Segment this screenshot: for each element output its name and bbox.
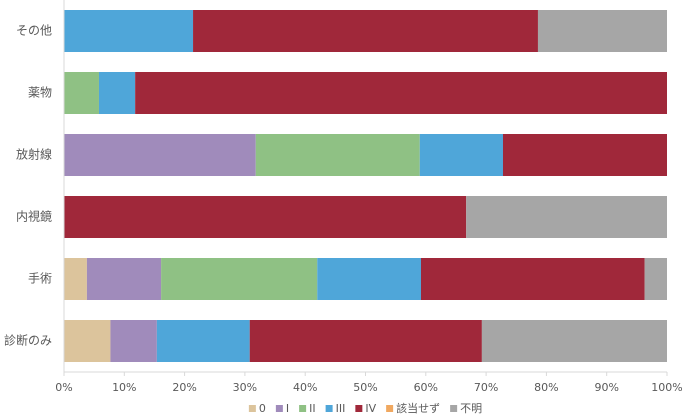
legend-swatch	[275, 405, 283, 412]
x-tick-label: 80%	[534, 381, 558, 394]
legend-label: 不明	[460, 402, 482, 415]
legend-swatch	[355, 405, 363, 412]
x-tick-label: 10%	[112, 381, 136, 394]
legend-swatch	[299, 405, 307, 412]
bar-segment	[64, 134, 256, 176]
bar-segment	[161, 258, 318, 300]
bar-segment	[64, 196, 467, 238]
legend-label: 該当せず	[396, 401, 440, 415]
x-tick-label: 30%	[233, 381, 257, 394]
x-tick-label: 60%	[414, 381, 438, 394]
x-tick-label: 70%	[474, 381, 498, 394]
x-tick-label: 90%	[594, 381, 618, 394]
bar-segment	[537, 10, 667, 52]
bar-segment	[249, 320, 482, 362]
y-tick-label: 手術	[28, 272, 52, 286]
y-tick-label: 薬物	[28, 86, 52, 100]
x-tick-label: 50%	[353, 381, 377, 394]
legend: 0 I II III IV 該当せず 不明	[248, 401, 482, 415]
legend-label: II	[309, 402, 316, 415]
bar-segment	[317, 258, 421, 300]
bar-segment	[644, 258, 667, 300]
bar-segment	[64, 320, 111, 362]
bar-segment	[419, 134, 503, 176]
legend-label: I	[286, 402, 289, 415]
legend-label: III	[336, 402, 346, 415]
bar-segment	[98, 72, 136, 114]
bar-segment	[420, 258, 645, 300]
y-tick-label: 内視鏡	[16, 209, 52, 224]
bar-segment	[86, 258, 162, 300]
legend-swatch	[248, 405, 256, 412]
bar-segment	[64, 258, 87, 300]
bar-segment	[193, 10, 538, 52]
legend-label: IV	[365, 402, 376, 415]
legend-swatch	[450, 405, 458, 412]
bar-segment	[135, 72, 668, 114]
bar-segment	[156, 320, 250, 362]
x-tick-label: 0%	[55, 381, 72, 394]
bar-segment	[64, 72, 99, 114]
bar-segment	[110, 320, 157, 362]
bar-segment	[466, 196, 667, 238]
x-tick-label: 100%	[651, 381, 682, 394]
legend-label: 0	[259, 402, 266, 415]
y-tick-label: その他	[16, 24, 52, 38]
bar-segment	[481, 320, 667, 362]
legend-swatch	[386, 405, 394, 412]
x-tick-label: 40%	[293, 381, 317, 394]
bar-segment	[502, 134, 667, 176]
y-tick-label: 診断のみ	[4, 333, 52, 348]
bar-segment	[64, 10, 194, 52]
x-tick-label: 20%	[172, 381, 196, 394]
bar-segment	[255, 134, 420, 176]
legend-swatch	[325, 405, 333, 412]
y-tick-label: 放射線	[16, 147, 52, 162]
